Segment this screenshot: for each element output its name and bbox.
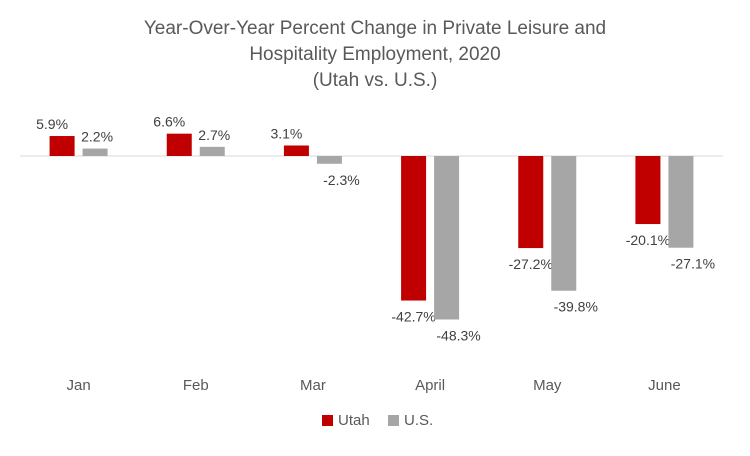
data-label-utah-april: -42.7% [391,309,435,325]
data-label-us-feb: 2.7% [198,127,230,143]
legend-label-us: U.S. [404,412,433,429]
x-tick-label-may: May [533,377,562,394]
data-label-utah-jan: 5.9% [36,116,68,132]
bar-us-june [668,156,694,248]
data-label-us-jan: 2.2% [81,129,113,145]
bar-utah-june [635,156,661,225]
bar-us-may [551,156,577,291]
data-label-utah-mar: 3.1% [270,126,302,142]
bar-us-feb [199,146,225,156]
x-tick-label-june: June [648,377,681,394]
x-tick-label-jan: Jan [66,377,90,394]
chart-title-line-2: Hospitality Employment, 2020 [249,44,501,65]
chart-title-line-3: (Utah vs. U.S.) [312,70,438,91]
bar-us-jan [82,148,108,156]
data-label-utah-may: -27.2% [509,256,553,272]
legend-swatch-us [388,415,399,426]
bar-utah-jan [49,136,75,156]
data-label-utah-june: -20.1% [626,232,670,248]
bar-utah-april [401,156,427,301]
legend-swatch-utah [322,415,333,426]
x-tick-label-mar: Mar [300,377,326,394]
data-label-us-april: -48.3% [436,327,480,343]
data-label-us-mar: -2.3% [323,172,360,188]
data-label-us-june: -27.1% [671,256,715,272]
data-label-us-may: -39.8% [554,299,598,315]
x-tick-label-feb: Feb [183,377,209,394]
chart-title-line-1: Year-Over-Year Percent Change in Private… [143,18,607,39]
x-tick-label-april: April [415,377,445,394]
bar-us-april [434,156,460,320]
bar-utah-mar [283,145,309,156]
legend-label-utah: Utah [338,412,370,429]
data-label-utah-feb: 6.6% [153,114,185,130]
bar-utah-may [518,156,544,249]
bar-utah-feb [166,133,192,156]
bar-us-mar [316,156,342,164]
